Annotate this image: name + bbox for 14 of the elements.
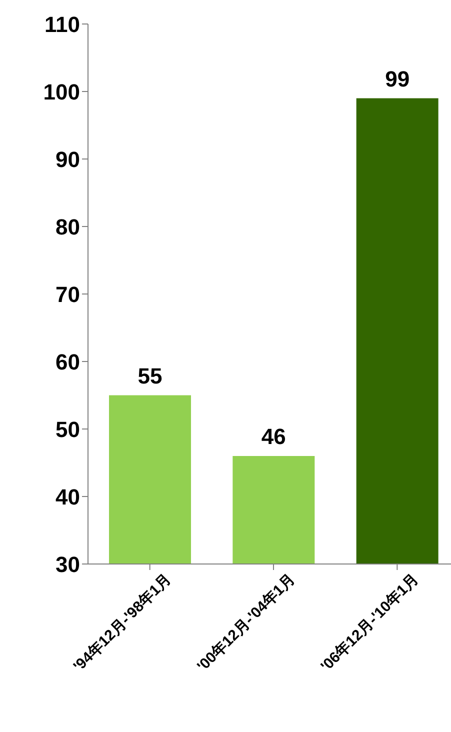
- y-tick-label: 60: [56, 349, 80, 374]
- y-tick-label: 40: [56, 484, 80, 510]
- y-tick-label: 30: [56, 552, 80, 577]
- data-label: 46: [261, 424, 286, 449]
- data-label: 99: [385, 66, 410, 92]
- x-tick-label: '06年12月-'10年1月: [318, 570, 422, 676]
- y-tick-label: 110: [44, 12, 80, 37]
- data-label: 55: [138, 363, 162, 388]
- y-tick-label: 80: [56, 214, 80, 240]
- y-tick-label: 90: [56, 146, 80, 172]
- y-tick-label: 50: [56, 416, 80, 442]
- x-tick-label: '00年12月-'04年1月: [194, 570, 298, 676]
- y-tick-label: 70: [56, 282, 80, 307]
- y-tick-label: 100: [43, 79, 80, 104]
